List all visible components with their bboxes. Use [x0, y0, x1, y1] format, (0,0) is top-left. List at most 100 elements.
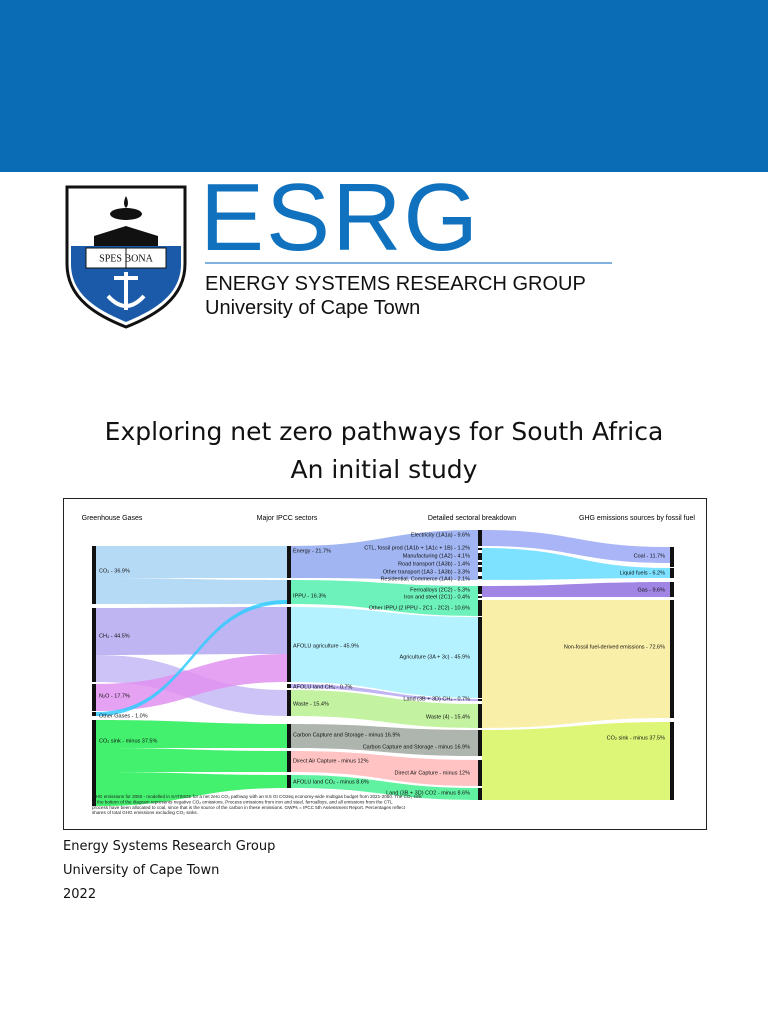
node-label: Energy - 21.7%	[293, 548, 331, 554]
flow	[482, 600, 670, 728]
node-bar	[670, 722, 674, 800]
node-bar	[670, 568, 674, 578]
node-bar	[287, 684, 291, 688]
node-label: Iron and steel (2C1) - 0.4%	[404, 594, 470, 600]
flow	[291, 580, 478, 616]
node-label: Other IPPU (2 IPPU - 2C1 - 2C2) - 10.6%	[369, 605, 470, 611]
node-label: Liquid fuels - 6.2%	[620, 570, 665, 576]
column-header: Greenhouse Gases	[82, 515, 143, 522]
node-label: Other Gases - 1.0%	[99, 713, 148, 719]
node-bar	[478, 586, 482, 594]
node-bar	[287, 775, 291, 788]
flow	[291, 684, 478, 701]
flow	[96, 546, 287, 578]
node-label: Manufacturing (1A2) - 4.1%	[403, 553, 470, 559]
node-label: AFOLU agriculture - 45.9%	[293, 643, 359, 649]
node-label: Ferroalloys (2C2) - 5.3%	[410, 587, 470, 593]
node-label: Road transport (1A3b) - 1.4%	[398, 561, 470, 567]
node-label: Electricity (1A1a) - 9.6%	[411, 532, 470, 538]
node-bar	[670, 582, 674, 597]
node-label: Carbon Capture and Storage - minus 16.9%	[363, 744, 470, 750]
node-bar	[478, 567, 482, 572]
node-label: N₂O - 17.7%	[99, 693, 130, 699]
node-label: CO₂ sink - minus 37.5%	[607, 735, 665, 741]
flow	[96, 578, 287, 604]
flow	[96, 720, 287, 748]
column-header: Detailed sectoral breakdown	[428, 515, 516, 522]
node-bar	[287, 546, 291, 578]
university: University of Cape Town	[205, 297, 421, 319]
node-label: Other transport (1A3 - 1A3b) - 3.3%	[383, 569, 470, 575]
node-label: AFOLU land CH₄ - 0.7%	[293, 684, 353, 690]
title: Exploring net zero pathways for South Af…	[104, 417, 664, 446]
node-bar	[287, 580, 291, 604]
node-bar	[92, 608, 96, 682]
footer-line: University of Cape Town	[63, 863, 220, 878]
footer-line: Energy Systems Research Group	[63, 839, 276, 854]
flow	[96, 748, 287, 772]
node-bar	[478, 530, 482, 546]
subtitle: An initial study	[290, 455, 478, 484]
node-label: Carbon Capture and Storage - minus 16.9%	[293, 732, 400, 738]
node-label: Direct Air Capture - minus 12%	[395, 770, 471, 776]
logo: SPES BONA	[65, 185, 187, 329]
node-label: CO₂ sink - minus 37.5%	[99, 738, 157, 744]
node-bar	[670, 547, 674, 567]
flow	[291, 724, 478, 756]
node-bar	[478, 600, 482, 616]
node-bar	[478, 548, 482, 550]
node-bar	[478, 562, 482, 565]
node-bar	[92, 546, 96, 604]
flow	[96, 607, 287, 655]
node-label: IPPU - 16.3%	[293, 593, 326, 599]
flow	[291, 530, 478, 580]
flow	[482, 722, 670, 800]
rule	[205, 262, 612, 264]
node-bar	[287, 751, 291, 772]
flow	[482, 548, 670, 580]
node-label: Direct Air Capture - minus 12%	[293, 758, 369, 764]
node-bar	[478, 788, 482, 800]
node-label: Land (3B + 3D) CO2 - minus 8.6%	[386, 790, 470, 796]
node-label: Coal - 11.7%	[634, 553, 665, 559]
node-label: Waste - 15.4%	[293, 701, 329, 707]
header-band	[0, 0, 768, 172]
node-bar	[478, 553, 482, 560]
group-name: ENERGY SYSTEMS RESEARCH GROUP	[205, 273, 586, 295]
node-bar	[92, 720, 96, 806]
logo-motto: SPES BONA	[99, 253, 153, 264]
flow	[96, 600, 287, 716]
flow	[291, 775, 478, 800]
node-label: Agriculture (3A + 3c) - 45.9%	[400, 654, 471, 660]
node-label: Waste (4) - 15.4%	[426, 714, 470, 720]
node-bar	[478, 576, 482, 579]
flow	[96, 654, 287, 711]
node-label: Land (3B + 3D) CH₄ - 0.7%	[403, 696, 470, 702]
node-label: CH₄ - 44.5%	[99, 633, 130, 639]
flow	[291, 607, 478, 698]
flow	[291, 690, 478, 728]
node-label: CTL, fossil prod (1A1b + 1A1c + 1B) - 1.…	[364, 545, 470, 551]
node-label: Non-fossil fuel-derived emissions - 72.6…	[564, 644, 665, 650]
figure-caption: GHG emissions for 2050 - modelled in SAT…	[92, 794, 422, 815]
node-bar	[478, 699, 482, 701]
node-label: Gas - 9.6%	[637, 587, 665, 593]
node-bar	[92, 712, 96, 716]
flow	[96, 772, 287, 806]
flow	[482, 530, 670, 563]
column-header: GHG emissions sources by fossil fuel	[579, 515, 695, 522]
node-bar	[478, 730, 482, 756]
acronym: ESRG	[200, 164, 481, 271]
node-bar	[92, 684, 96, 711]
node-bar	[670, 600, 674, 718]
figure-frame	[63, 498, 707, 830]
node-bar	[478, 617, 482, 698]
node-bar	[478, 704, 482, 728]
node-bar	[478, 760, 482, 786]
node-label: Residential, Commerce (1A4) - 2.1%	[380, 576, 470, 582]
node-bar	[287, 690, 291, 716]
column-header: Major IPCC sectors	[257, 515, 318, 522]
flow	[291, 751, 478, 786]
